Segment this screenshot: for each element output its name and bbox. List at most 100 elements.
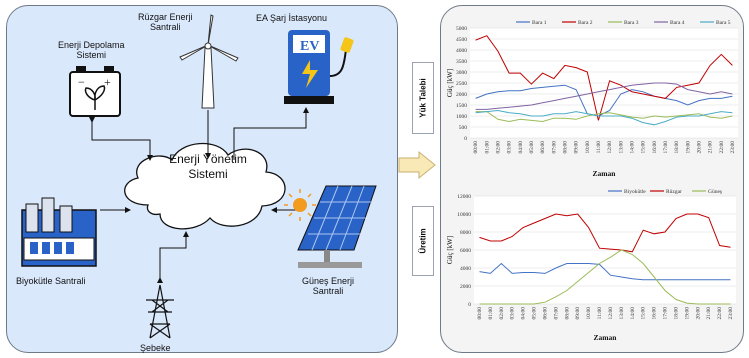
y-tick-label: 3000 (456, 70, 467, 76)
y-tick-label: 0 (464, 136, 467, 142)
x-tick-label: 14:00 (630, 307, 636, 320)
y-tick-label: 1000 (456, 114, 467, 120)
x-tick-label: 13:00 (619, 307, 625, 320)
x-tick-label: 01:00 (484, 141, 490, 154)
series-line-biyokütle (479, 262, 731, 281)
biomass-label: Biyokütle Santrali (16, 276, 86, 286)
wind-turbine-icon (179, 14, 239, 109)
battery-icon: − + (69, 66, 121, 117)
y-tick-label: 6000 (460, 248, 471, 254)
svg-text:+: + (104, 75, 111, 89)
legend-label: Bara 4 (670, 20, 685, 26)
transmission-tower-icon (146, 284, 174, 339)
lbl-solar-line: Güneş Enerji (302, 276, 355, 286)
x-tick-label: 17:00 (663, 307, 669, 320)
ems-label: Enerji Yönetim Sistemi (128, 152, 288, 182)
tab-production: Üretim (412, 206, 434, 276)
flow-arrow (398, 150, 436, 180)
x-tick-label: 16:00 (652, 141, 658, 154)
x-tick-label: 19:00 (684, 307, 690, 320)
x-tick-label: 08:00 (564, 307, 570, 320)
x-tick-label: 10:00 (586, 307, 592, 320)
y-tick-label: 2000 (456, 92, 467, 98)
lbl-storage-line: Sistemi (76, 50, 107, 60)
x-tick-label: 08:00 (562, 141, 568, 154)
production-chart: 0 2000 4000 6000 8000 10000 12000 00:00 01:00 02:… (446, 189, 736, 342)
svg-text:−: − (78, 75, 85, 89)
y-tick-label: 2000 (460, 284, 471, 290)
x-tick-label: 17:00 (663, 141, 669, 154)
legend-label: Güneş (708, 189, 722, 195)
x-tick-label: 15:00 (641, 141, 647, 154)
y-tick-label: 5000 (456, 26, 467, 32)
y-axis-label: Güç [kW] (446, 236, 454, 264)
lbl-solar-line: Santrali (312, 286, 344, 296)
x-axis-label: Zaman (594, 333, 618, 342)
grid-label: Şebeke (140, 343, 171, 353)
x-tick-label: 06:00 (542, 307, 548, 320)
y-tick-label: 8000 (460, 230, 471, 236)
connector-lines (89, 107, 309, 283)
ev-charger-icon (284, 30, 354, 104)
solar-label: Güneş Enerji Santrali (302, 276, 354, 296)
x-tick-label: 12:00 (608, 307, 614, 320)
y-tick-label: 4000 (460, 266, 471, 272)
ev-station-label: EA Şarj İstasyonu (256, 13, 328, 23)
x-tick-label: 02:00 (499, 307, 505, 320)
x-tick-label: 04:00 (521, 307, 527, 320)
x-tick-label: 22:00 (717, 307, 723, 320)
tab-load-demand: Yük Talebi (412, 62, 434, 134)
lbl-wind-line: Rüzgar Enerji (138, 12, 193, 22)
x-tick-label: 00:00 (473, 141, 479, 154)
legend-label: Bara 5 (716, 20, 731, 26)
series-line-bara-3 (475, 111, 733, 123)
legend-label: Biyokütle (624, 189, 646, 195)
x-tick-label: 15:00 (641, 307, 647, 320)
legend-label: Bara 1 (532, 20, 547, 26)
y-tick-label: 3500 (456, 59, 467, 65)
ev-screen-text: EV (300, 39, 319, 54)
x-tick-label: 01:00 (488, 307, 494, 320)
factory-icon (21, 197, 97, 267)
x-tick-label: 03:00 (510, 307, 516, 320)
series-line-rüzgar (479, 213, 731, 253)
y-tick-label: 500 (459, 125, 468, 131)
x-tick-label: 20:00 (695, 307, 701, 320)
x-axis-label: Zaman (593, 169, 617, 178)
x-tick-label: 19:00 (685, 141, 691, 154)
wind-label: Rüzgar Enerji Santrali (138, 12, 193, 32)
y-tick-label: 4500 (456, 37, 467, 43)
sun-icon (284, 189, 316, 221)
x-tick-label: 02:00 (495, 141, 501, 154)
x-tick-label: 21:00 (708, 141, 714, 154)
x-tick-label: 23:00 (730, 141, 736, 154)
x-tick-label: 09:00 (574, 141, 580, 154)
lbl-wind-line: Santrali (150, 22, 181, 32)
lbl-ems-line: Sistemi (188, 167, 228, 181)
system-diagram: − + EV (21, 14, 377, 339)
series-line-bara-5 (475, 109, 733, 126)
series-line-bara-4 (475, 82, 733, 110)
x-tick-label: 03:00 (507, 141, 513, 154)
x-tick-label: 23:00 (728, 307, 734, 320)
x-tick-label: 20:00 (696, 141, 702, 154)
x-tick-label: 22:00 (719, 141, 725, 154)
x-tick-label: 10:00 (585, 141, 591, 154)
x-tick-label: 18:00 (674, 141, 680, 154)
lbl-ems-line: Enerji Yönetim (169, 152, 247, 166)
x-tick-label: 21:00 (706, 307, 712, 320)
y-tick-label: 4000 (456, 48, 467, 54)
y-tick-label: 2500 (456, 81, 467, 87)
legend-label: Rüzgar (666, 189, 682, 195)
x-tick-label: 07:00 (553, 307, 559, 320)
x-tick-label: 00:00 (477, 307, 483, 320)
x-tick-label: 18:00 (673, 307, 679, 320)
x-tick-label: 16:00 (652, 307, 658, 320)
legend-label: Bara 2 (578, 20, 593, 26)
load-demand-chart: 0 500 1000 1500 2000 2500 3000 3500 4000 4500 5000… (446, 20, 738, 178)
y-tick-label: 1500 (456, 103, 467, 109)
lbl-storage-line: Enerji Depolama (58, 40, 125, 50)
x-tick-label: 05:00 (529, 141, 535, 154)
x-tick-label: 09:00 (575, 307, 581, 320)
x-tick-label: 13:00 (618, 141, 624, 154)
